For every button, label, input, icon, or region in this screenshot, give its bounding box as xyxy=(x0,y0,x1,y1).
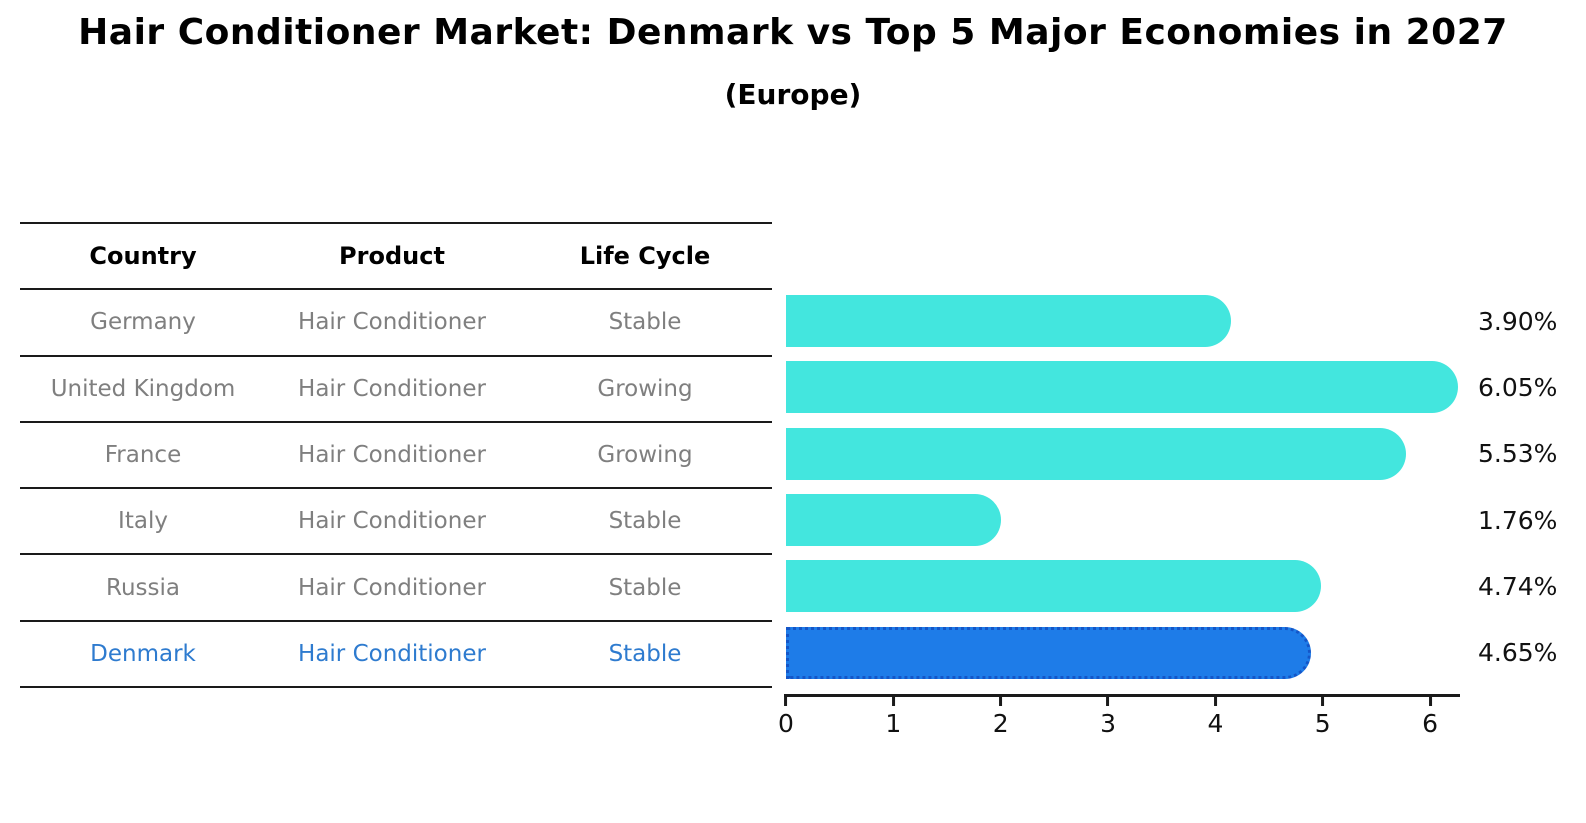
bar xyxy=(786,361,1458,414)
bar-value-label: 1.76% xyxy=(1478,505,1558,535)
bar-value-label: 6.05% xyxy=(1478,372,1558,402)
cell-country: United Kingdom xyxy=(50,375,236,402)
x-axis-line xyxy=(784,694,1460,697)
x-axis-tick: 3 xyxy=(1100,697,1116,738)
cell-life-cycle: Growing xyxy=(597,442,693,469)
cell-product: Hair Conditioner xyxy=(298,574,486,601)
bar-row xyxy=(786,553,1458,619)
bar-value-label: 4.74% xyxy=(1478,571,1558,601)
cell-life-cycle: Stable xyxy=(608,640,682,667)
tick-mark xyxy=(1428,697,1432,706)
tick-mark xyxy=(1321,697,1325,706)
column-header-lifecycle: Life Cycle xyxy=(579,242,711,271)
tick-label: 6 xyxy=(1422,709,1439,738)
table-row: Russia Hair Conditioner Stable xyxy=(20,553,772,619)
tick-label: 3 xyxy=(1100,709,1116,738)
tick-mark xyxy=(999,697,1003,706)
bar-value-labels: 3.90% 6.05% 5.53% 1.76% 4.74% 4.65% xyxy=(1478,288,1586,686)
column-header-country: Country xyxy=(89,242,197,271)
bar-value-label: 4.65% xyxy=(1478,638,1558,668)
tick-label: 0 xyxy=(778,709,794,738)
chart-title: Hair Conditioner Market: Denmark vs Top … xyxy=(78,12,1508,53)
bar-row xyxy=(786,421,1458,487)
x-axis: 0 1 2 3 4 xyxy=(778,694,1460,754)
bar xyxy=(786,626,1312,679)
x-axis-tick: 2 xyxy=(993,697,1009,738)
bar xyxy=(786,560,1321,613)
data-table: Country Product Life Cycle Germany Hair … xyxy=(20,222,772,689)
tick-mark xyxy=(891,697,895,706)
table-row: Denmark Hair Conditioner Stable xyxy=(20,619,772,686)
cell-life-cycle: Stable xyxy=(608,309,682,336)
cell-country: France xyxy=(104,442,182,469)
table-row: United Kingdom Hair Conditioner Growing xyxy=(20,354,772,421)
x-axis-tick: 4 xyxy=(1207,697,1223,738)
tick-label: 4 xyxy=(1207,709,1224,738)
table-body: Germany Hair Conditioner Stable United K… xyxy=(20,288,772,686)
tick-label: 2 xyxy=(992,709,1009,738)
cell-life-cycle: Stable xyxy=(608,508,682,535)
cell-product: Hair Conditioner xyxy=(298,640,486,667)
tick-mark xyxy=(1106,697,1110,706)
bar xyxy=(786,494,1001,547)
column-header-product: Product xyxy=(339,242,445,271)
cell-product: Hair Conditioner xyxy=(298,508,486,535)
cell-life-cycle: Stable xyxy=(608,574,682,601)
bar-value-label: 3.90% xyxy=(1478,306,1558,336)
x-axis-tick: 1 xyxy=(885,697,901,738)
cell-country: Russia xyxy=(106,574,180,601)
cell-country: Italy xyxy=(118,508,168,535)
cell-country: Germany xyxy=(90,309,196,336)
cell-product: Hair Conditioner xyxy=(298,442,486,469)
cell-product: Hair Conditioner xyxy=(298,375,486,402)
bar xyxy=(786,295,1231,348)
tick-mark xyxy=(1213,697,1217,706)
bar-row xyxy=(786,619,1458,685)
bar-row xyxy=(786,487,1458,553)
x-axis-tick: 0 xyxy=(778,697,794,738)
tick-label: 5 xyxy=(1314,709,1331,738)
chart-subtitle: (Europe) xyxy=(724,78,862,111)
table-header-row: Country Product Life Cycle xyxy=(20,222,772,288)
cell-life-cycle: Growing xyxy=(597,375,693,402)
bar-plot-area xyxy=(786,288,1458,686)
bar-row xyxy=(786,354,1458,420)
tick-mark xyxy=(784,697,788,706)
bar-row xyxy=(786,288,1458,354)
x-axis-tick: 5 xyxy=(1315,697,1331,738)
tick-label: 1 xyxy=(885,709,902,738)
cell-product: Hair Conditioner xyxy=(298,309,486,336)
table-row: Italy Hair Conditioner Stable xyxy=(20,487,772,553)
x-axis-tick: 6 xyxy=(1422,697,1438,738)
table-row: France Hair Conditioner Growing xyxy=(20,420,772,487)
cell-country: Denmark xyxy=(90,640,196,667)
bar xyxy=(786,427,1406,480)
bar-value-label: 5.53% xyxy=(1478,439,1558,469)
table-row: Germany Hair Conditioner Stable xyxy=(20,288,772,354)
